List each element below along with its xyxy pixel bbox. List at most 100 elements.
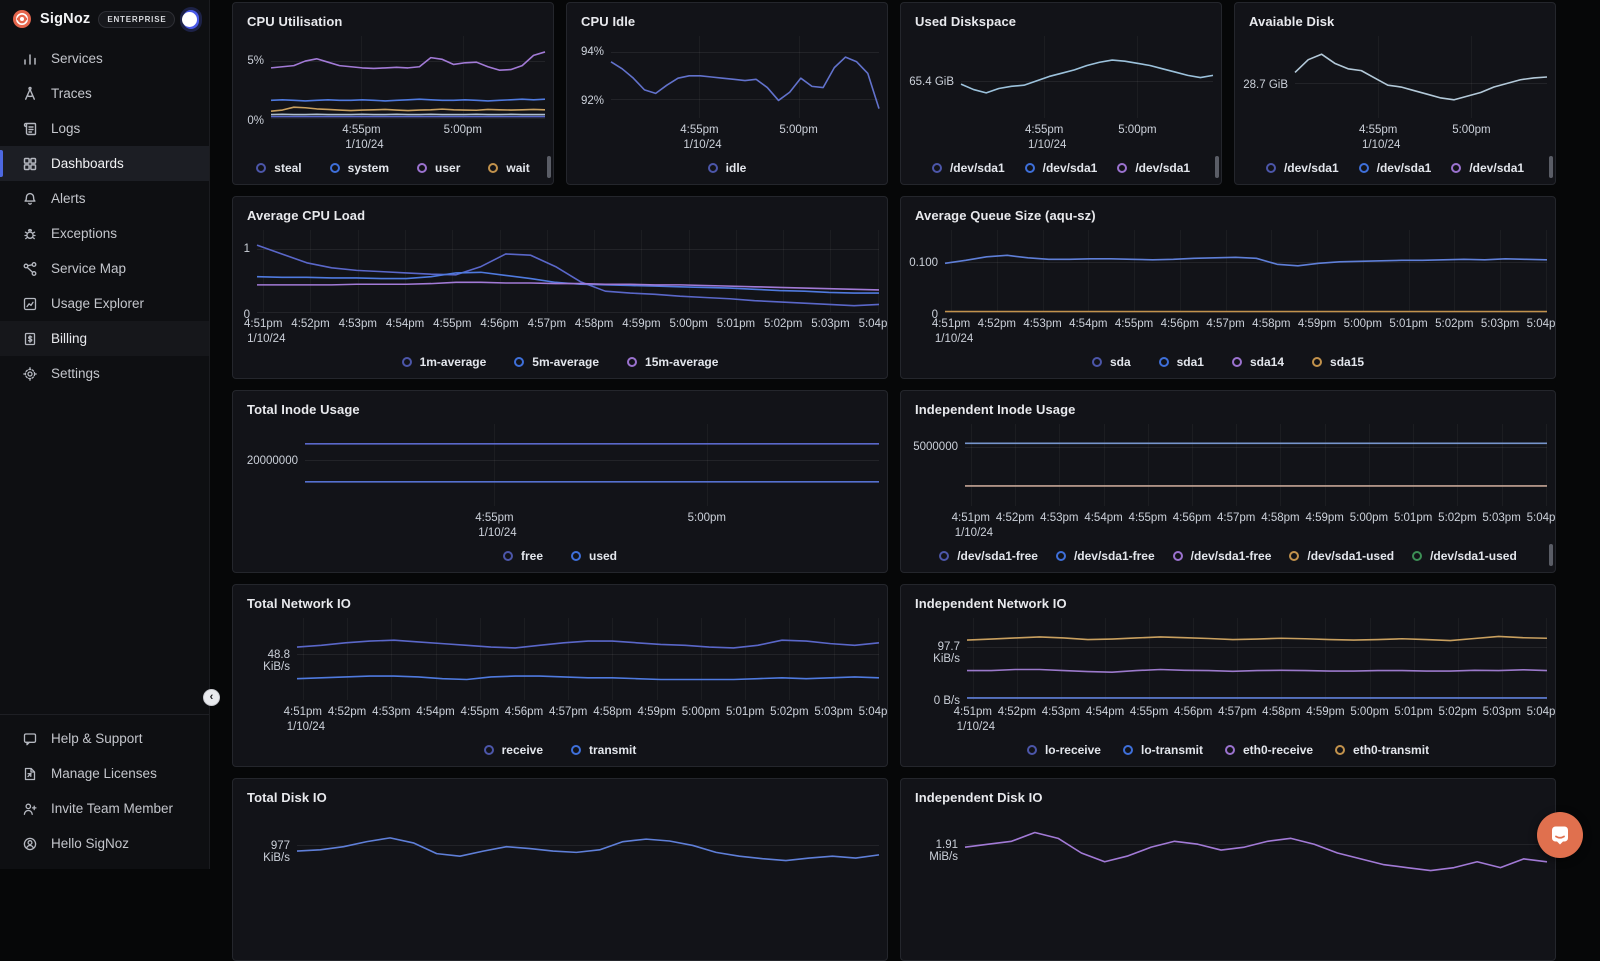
grid-icon [22,156,38,172]
plot-area[interactable] [305,424,879,506]
legend-label: sda14 [1250,355,1284,369]
plot-area[interactable] [961,36,1213,118]
legend-scrollbar[interactable] [1549,156,1553,178]
legend-label: /dev/sda1 [950,161,1005,175]
legend-item[interactable]: steal [256,161,301,175]
signoz-logo-icon[interactable] [12,9,32,29]
sidebar-item-help-support[interactable]: Help & Support [0,721,209,756]
plot-area[interactable] [611,36,879,118]
legend-item[interactable]: 15m-average [627,355,718,369]
legend-item[interactable]: eth0-receive [1225,743,1313,757]
plot-area[interactable] [1295,36,1547,118]
intercom-launcher-button[interactable] [1537,812,1583,858]
plot-area[interactable] [297,618,879,700]
legend-item[interactable]: receive [484,743,543,757]
theme-toggle[interactable]: ☾ [183,10,199,29]
legend-item[interactable]: /dev/sda1-used [1289,549,1394,563]
legend-item[interactable]: /dev/sda1-free [1056,549,1155,563]
legend-item[interactable]: sda [1092,355,1131,369]
legend-item[interactable]: 5m-average [514,355,599,369]
chart-area[interactable]: 1.91 MiB/s [909,810,1547,896]
legend-item[interactable]: wait [488,161,529,175]
legend-scrollbar[interactable] [547,156,551,178]
legend-item[interactable]: system [330,161,389,175]
x-tick-label: 4:58pm [1262,706,1300,718]
sidebar-collapse-button[interactable]: ‹ [203,689,220,706]
chart-area[interactable]: 977 KiB/s [241,810,879,896]
panel-title: CPU Idle [567,3,887,30]
plot-area[interactable] [967,618,1547,700]
sidebar-item-logs[interactable]: Logs [0,111,209,146]
scroll-icon [22,121,38,137]
plot-area[interactable] [297,812,879,894]
x-tick-label: 4:55pm [461,706,499,718]
legend-item[interactable]: /dev/sda1 [1266,161,1339,175]
legend-label: 5m-average [532,355,599,369]
plot-area[interactable] [271,36,545,118]
sidebar-item-usage-explorer[interactable]: Usage Explorer [0,286,209,321]
sidebar-item-dashboards[interactable]: Dashboards [0,146,209,181]
legend-item[interactable]: /dev/sda1-used [1412,549,1517,563]
legend-item[interactable]: /dev/sda1 [932,161,1005,175]
sidebar-item-exceptions[interactable]: Exceptions [0,216,209,251]
x-tick-label: 5:03pm [814,706,852,718]
chart-area[interactable]: 5%0% [241,34,545,120]
x-tick-label: 4:54pm [1069,318,1107,330]
legend-item[interactable]: 1m-average [402,355,487,369]
sidebar-item-service-map[interactable]: Service Map [0,251,209,286]
sidebar-item-services[interactable]: Services [0,41,209,76]
y-tick-label: 48.8 KiB/s [241,649,290,673]
brand-name[interactable]: SigNoz [40,11,90,27]
sidebar-item-invite-team-member[interactable]: Invite Team Member [0,791,209,826]
legend-item[interactable]: used [571,549,617,563]
chart-area[interactable]: 20000000 [241,422,879,508]
legend-scrollbar[interactable] [1549,544,1553,566]
panel-title: Total Disk IO [233,779,887,806]
x-axis-date-label: 1/10/24 [935,333,973,345]
sidebar-item-hello-signoz[interactable]: Hello SigNoz [0,826,209,861]
plot-area[interactable] [945,230,1547,312]
legend-label: /dev/sda1 [1284,161,1339,175]
x-axis-date-label: 1/10/24 [1362,139,1400,151]
sidebar-item-settings[interactable]: Settings [0,356,209,391]
sidebar-item-manage-licenses[interactable]: Manage Licenses [0,756,209,791]
legend-item[interactable]: transmit [571,743,636,757]
chart-area[interactable]: 94%92% [575,34,879,120]
panel-title: CPU Utilisation [233,3,553,30]
legend-item[interactable]: idle [708,161,747,175]
chart-area[interactable]: 28.7 GiB [1243,34,1547,120]
legend-scrollbar[interactable] [1215,156,1219,178]
legend-item[interactable]: /dev/sda1 [1117,161,1190,175]
plot-area[interactable] [257,230,879,312]
x-tick-label: 4:54pm [386,318,424,330]
legend-item[interactable]: /dev/sda1 [1359,161,1432,175]
x-axis [297,898,879,932]
user-circle-icon [22,836,38,852]
x-axis-date-label: 1/10/24 [287,721,325,733]
chart-area[interactable]: 65.4 GiB [909,34,1213,120]
sidebar-item-alerts[interactable]: Alerts [0,181,209,216]
plot-area[interactable] [965,424,1547,506]
sidebar-item-label: Hello SigNoz [51,836,129,851]
sidebar-item-billing[interactable]: Billing [0,321,209,356]
legend-item[interactable]: lo-receive [1027,743,1101,757]
legend-item[interactable]: lo-transmit [1123,743,1203,757]
chart-area[interactable]: 5000000 [909,422,1547,508]
legend: idle [567,156,887,184]
legend-item[interactable]: /dev/sda1 [1025,161,1098,175]
legend-item[interactable]: free [503,549,543,563]
legend-item[interactable]: sda14 [1232,355,1284,369]
legend-item[interactable]: /dev/sda1-free [939,549,1038,563]
legend-item[interactable]: user [417,161,460,175]
sidebar-item-traces[interactable]: Traces [0,76,209,111]
legend-item[interactable]: eth0-transmit [1335,743,1429,757]
legend-item[interactable]: sda1 [1159,355,1204,369]
plot-area[interactable] [965,812,1547,894]
legend-item[interactable]: /dev/sda1 [1451,161,1524,175]
legend-item[interactable]: /dev/sda1-free [1173,549,1272,563]
chart-area[interactable]: 48.8 KiB/s [241,616,879,702]
legend-item[interactable]: sda15 [1312,355,1364,369]
